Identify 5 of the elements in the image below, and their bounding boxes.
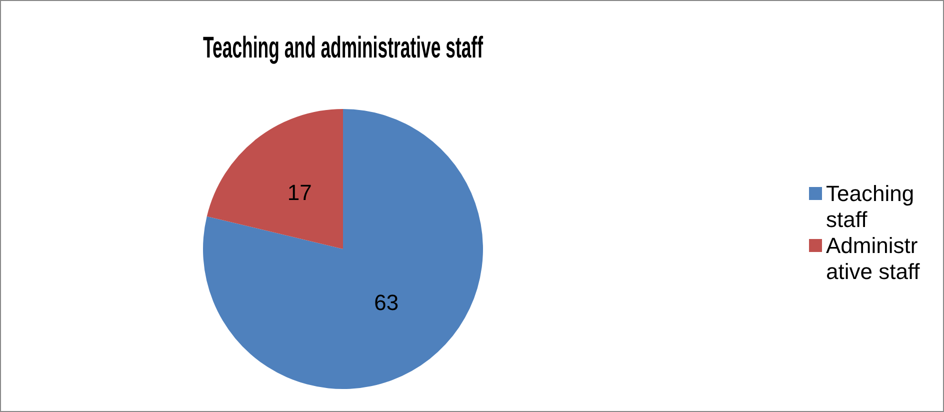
legend-label: Administrative staff [826,233,921,285]
legend-label: Teaching staff [826,181,916,233]
chart-title: Teaching and administrative staff [203,32,484,65]
data-label: 63 [374,290,399,316]
data-label: 17 [287,180,312,206]
